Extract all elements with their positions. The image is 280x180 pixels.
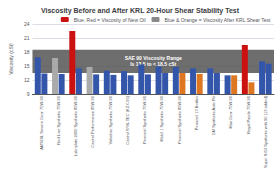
svg-text:SAE 90 Viscosity Range: SAE 90 Viscosity Range — [124, 55, 182, 62]
svg-text:Viscosity Before and After KRL: Viscosity Before and After KRL 20-Hour S… — [41, 7, 240, 15]
svg-text:24: 24 — [24, 21, 30, 27]
svg-text:Super SXO Synthetic with 90 (1: Super SXO Synthetic with 90 (13 added) — [263, 95, 268, 168]
svg-text:Max Gear 75W-90: Max Gear 75W-90 — [228, 95, 233, 128]
svg-text:12: 12 — [24, 77, 30, 83]
svg-text:18: 18 — [24, 49, 30, 55]
svg-text:Pennzoil 13 Bottles: Pennzoil 13 Bottles — [194, 96, 199, 130]
svg-text:Lubriplate 2400 Synthetic 85W-: Lubriplate 2400 Synthetic 85W-90 — [73, 95, 78, 156]
svg-text:Royal Purple 75W-90: Royal Purple 75W-90 — [246, 95, 251, 134]
svg-text:Castrol Performance 85W-90: Castrol Performance 85W-90 — [90, 95, 95, 148]
svg-text:Red Line Synthetic 75W-90: Red Line Synthetic 75W-90 — [56, 95, 61, 144]
svg-text:Pennzoil Synthetic 75W-90: Pennzoil Synthetic 75W-90 — [142, 95, 147, 144]
svg-text:15: 15 — [24, 63, 30, 69]
svg-text:21: 21 — [24, 35, 30, 41]
svg-text:Pennzoil Synthetic 85W-90: Pennzoil Synthetic 85W-90 — [177, 95, 182, 144]
svg-text:Blue, Red = Viscosity of New O: Blue, Red = Viscosity of New Oil — [74, 17, 146, 23]
svg-text:9: 9 — [27, 91, 30, 97]
svg-text:Castrol SYN-TEC (KZX-90): Castrol SYN-TEC (KZX-90) — [125, 95, 130, 144]
svg-text:AMSOIL Severe Gear 75W-90: AMSOIL Severe Gear 75W-90 — [39, 95, 44, 150]
svg-text:GM Synthetic Auto Ptr: GM Synthetic Auto Ptr — [211, 95, 216, 135]
svg-text:Mobil 1 Synthetic 75W-90: Mobil 1 Synthetic 75W-90 — [159, 95, 164, 141]
svg-text:Is 13.5 to < 18.5 cSt: Is 13.5 to < 18.5 cSt — [130, 61, 176, 67]
svg-text:Viscosity (cSt): Viscosity (cSt) — [8, 43, 14, 75]
svg-text:Valvoline Synthetic 75W-90: Valvoline Synthetic 75W-90 — [108, 95, 113, 144]
svg-text:Blue & Orange = Viscosity Afte: Blue & Orange = Viscosity After KRL Shea… — [165, 17, 272, 23]
